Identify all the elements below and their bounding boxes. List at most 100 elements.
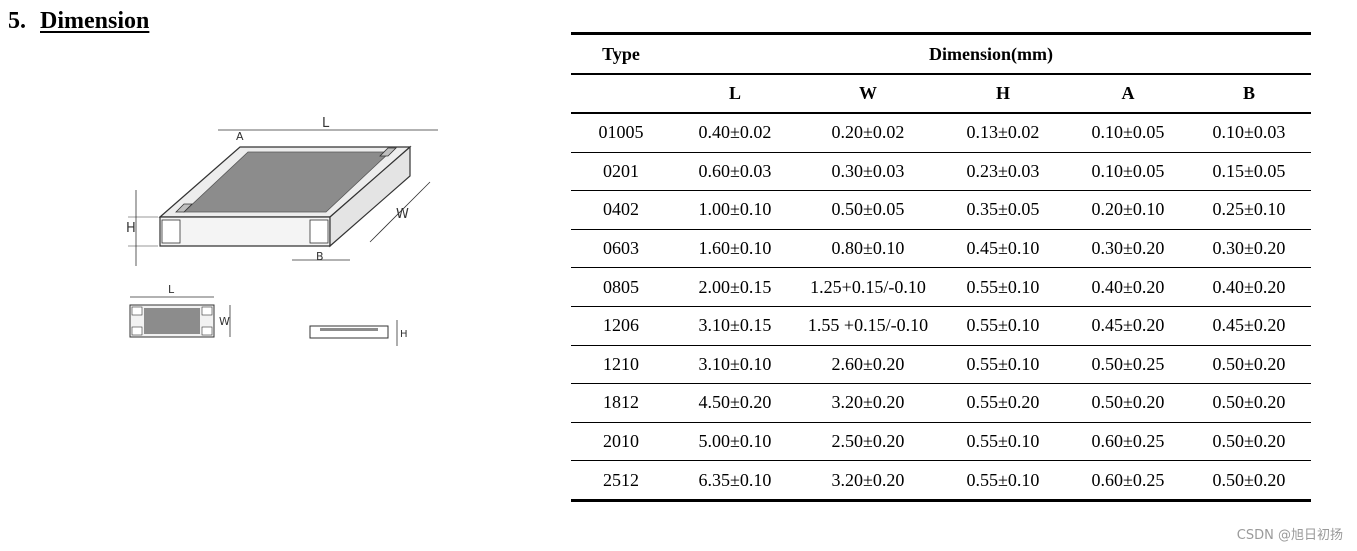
w-cell: 0.20±0.02 bbox=[799, 111, 937, 153]
table-row: 1210 3.10±0.10 2.60±0.20 0.55±0.10 0.50±0.25… bbox=[571, 344, 1311, 384]
h-cell: 0.55±0.10 bbox=[937, 267, 1069, 307]
top-view-label-W: W bbox=[219, 315, 230, 328]
h-cell: 0.55±0.10 bbox=[937, 460, 1069, 502]
chip-front-face bbox=[159, 216, 331, 247]
l-cell: 6.35±0.10 bbox=[671, 460, 799, 502]
label-L: L bbox=[322, 116, 330, 131]
h-cell: 0.55±0.20 bbox=[937, 383, 1069, 423]
column-header-H: H bbox=[937, 73, 1069, 113]
type-cell: 2010 bbox=[571, 421, 671, 461]
l-cell: 4.50±0.20 bbox=[671, 383, 799, 423]
table-row: 0603 1.60±0.10 0.80±0.10 0.45±0.10 0.30±0.20… bbox=[571, 228, 1311, 268]
label-B: B bbox=[316, 250, 324, 263]
h-cell: 0.45±0.10 bbox=[937, 228, 1069, 268]
chip-isometric-view: L A H W B bbox=[126, 116, 438, 266]
w-cell: 0.50±0.05 bbox=[799, 190, 937, 230]
top-view-label-L: L bbox=[168, 283, 175, 296]
a-cell: 0.45±0.20 bbox=[1069, 305, 1187, 346]
a-cell: 0.20±0.10 bbox=[1069, 190, 1187, 230]
l-cell: 2.00±0.15 bbox=[671, 267, 799, 307]
right-terminal-front bbox=[309, 219, 329, 244]
section-heading: 5. Dimension bbox=[8, 8, 149, 35]
w-cell: 2.60±0.20 bbox=[799, 344, 937, 384]
b-cell: 0.45±0.20 bbox=[1187, 305, 1311, 346]
right-terminal-top bbox=[379, 147, 397, 157]
a-cell: 0.60±0.25 bbox=[1069, 460, 1187, 502]
dimension-group-header: Dimension(mm) bbox=[671, 32, 1311, 74]
label-A: A bbox=[236, 130, 244, 143]
left-terminal-front bbox=[161, 219, 181, 244]
table-row: 0201 0.60±0.03 0.30±0.03 0.23±0.03 0.10±0.05… bbox=[571, 151, 1311, 191]
type-cell: 0201 bbox=[571, 151, 671, 191]
h-cell: 0.23±0.03 bbox=[937, 151, 1069, 191]
left-terminal-top bbox=[175, 203, 193, 213]
table-row: 0805 2.00±0.15 1.25+0.15/-0.10 0.55±0.10 0.4… bbox=[571, 267, 1311, 307]
a-cell: 0.10±0.05 bbox=[1069, 151, 1187, 191]
type-cell: 1210 bbox=[571, 344, 671, 384]
b-cell: 0.40±0.20 bbox=[1187, 267, 1311, 307]
table-header-row: Type Dimension(mm) bbox=[571, 32, 1311, 74]
b-cell: 0.10±0.03 bbox=[1187, 111, 1311, 153]
w-cell: 3.20±0.20 bbox=[799, 460, 937, 502]
column-header-W: W bbox=[799, 73, 937, 113]
table-row: 2010 5.00±0.10 2.50±0.20 0.55±0.10 0.60±0.25… bbox=[571, 421, 1311, 461]
section-title: Dimension bbox=[40, 8, 150, 34]
top-view-resistive bbox=[144, 308, 200, 334]
type-cell: 1812 bbox=[571, 383, 671, 423]
label-H: H bbox=[126, 221, 136, 236]
l-cell: 0.40±0.02 bbox=[671, 111, 799, 153]
table-row: 01005 0.40±0.02 0.20±0.02 0.13±0.02 0.10±0.0… bbox=[571, 111, 1311, 153]
w-cell: 1.25+0.15/-0.10 bbox=[799, 267, 937, 307]
dimension-table: Type Dimension(mm) L W H A B 01005 0.40±0… bbox=[571, 32, 1311, 502]
column-header-A: A bbox=[1069, 73, 1187, 113]
a-cell: 0.50±0.20 bbox=[1069, 383, 1187, 423]
h-cell: 0.35±0.05 bbox=[937, 190, 1069, 230]
label-W: W bbox=[396, 207, 409, 222]
l-cell: 5.00±0.10 bbox=[671, 421, 799, 461]
a-cell: 0.60±0.25 bbox=[1069, 421, 1187, 461]
table-subheader-row: L W H A B bbox=[571, 73, 1311, 113]
column-header-B: B bbox=[1187, 73, 1311, 113]
b-cell: 0.50±0.20 bbox=[1187, 344, 1311, 384]
h-cell: 0.55±0.10 bbox=[937, 305, 1069, 346]
chip-top-view: L W bbox=[129, 283, 231, 338]
b-cell: 0.50±0.20 bbox=[1187, 421, 1311, 461]
l-cell: 0.60±0.03 bbox=[671, 151, 799, 191]
w-cell: 0.80±0.10 bbox=[799, 228, 937, 268]
h-cell: 0.13±0.02 bbox=[937, 111, 1069, 153]
chip-resistor-diagram: L A H W B L W H bbox=[126, 116, 438, 346]
b-cell: 0.15±0.05 bbox=[1187, 151, 1311, 191]
side-view-label-H: H bbox=[400, 329, 408, 340]
a-cell: 0.10±0.05 bbox=[1069, 111, 1187, 153]
watermark-text: CSDN @旭日初扬 bbox=[1236, 528, 1343, 543]
l-cell: 1.60±0.10 bbox=[671, 228, 799, 268]
table-row: 1206 3.10±0.15 1.55 +0.15/-0.10 0.55±0.10 0.… bbox=[571, 305, 1311, 346]
l-cell: 1.00±0.10 bbox=[671, 190, 799, 230]
section-number: 5. bbox=[8, 8, 26, 34]
b-cell: 0.50±0.20 bbox=[1187, 383, 1311, 423]
l-cell: 3.10±0.10 bbox=[671, 344, 799, 384]
b-cell: 0.50±0.20 bbox=[1187, 460, 1311, 502]
a-cell: 0.30±0.20 bbox=[1069, 228, 1187, 268]
b-cell: 0.25±0.10 bbox=[1187, 190, 1311, 230]
w-cell: 1.55 +0.15/-0.10 bbox=[799, 305, 937, 346]
l-cell: 3.10±0.15 bbox=[671, 305, 799, 346]
w-cell: 0.30±0.03 bbox=[799, 151, 937, 191]
type-header: Type bbox=[571, 32, 671, 74]
column-header-L: L bbox=[671, 73, 799, 113]
h-cell: 0.55±0.10 bbox=[937, 344, 1069, 384]
b-cell: 0.30±0.20 bbox=[1187, 228, 1311, 268]
type-cell: 01005 bbox=[571, 111, 671, 153]
chip-side-face bbox=[329, 145, 411, 248]
type-cell: 0603 bbox=[571, 228, 671, 268]
w-cell: 2.50±0.20 bbox=[799, 421, 937, 461]
type-cell: 2512 bbox=[571, 460, 671, 502]
type-cell: 0805 bbox=[571, 267, 671, 307]
w-cell: 3.20±0.20 bbox=[799, 383, 937, 423]
chip-side-view: H bbox=[309, 320, 408, 346]
type-cell: 1206 bbox=[571, 305, 671, 346]
table-row: 2512 6.35±0.10 3.20±0.20 0.55±0.10 0.60±0.25… bbox=[571, 460, 1311, 502]
table-row: 0402 1.00±0.10 0.50±0.05 0.35±0.05 0.20±0.10… bbox=[571, 190, 1311, 230]
h-cell: 0.55±0.10 bbox=[937, 421, 1069, 461]
a-cell: 0.40±0.20 bbox=[1069, 267, 1187, 307]
